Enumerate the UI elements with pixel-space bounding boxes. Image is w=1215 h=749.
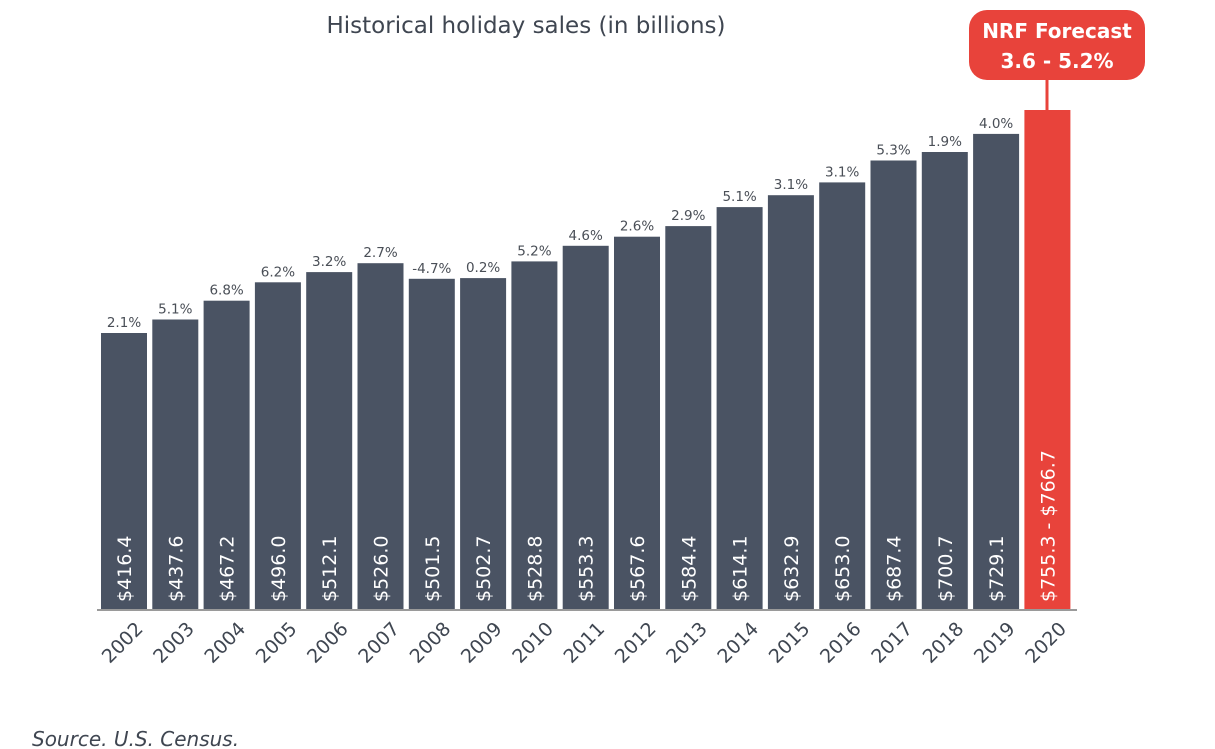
chart-title: Historical holiday sales (in billions) — [326, 13, 725, 39]
year-label-2019: 2019 — [970, 618, 1020, 668]
value-label-2020: $755.3 - $766.7 — [1037, 450, 1059, 602]
bar-2017 — [870, 160, 917, 610]
value-label-2006: $512.1 — [319, 536, 341, 602]
year-label-2018: 2018 — [919, 618, 969, 668]
year-label-2004: 2004 — [200, 618, 250, 668]
year-label-2006: 2006 — [303, 618, 353, 668]
year-label-2020: 2020 — [1021, 618, 1071, 668]
value-label-2005: $496.0 — [268, 536, 290, 602]
growth-label-2008: -4.7% — [412, 261, 451, 277]
bar-2019 — [973, 133, 1020, 610]
year-label-2016: 2016 — [816, 618, 866, 668]
year-label-2011: 2011 — [559, 618, 609, 668]
growth-label-2014: 5.1% — [722, 189, 756, 205]
value-label-2010: $528.8 — [524, 536, 546, 602]
growth-label-2019: 4.0% — [979, 116, 1013, 132]
value-label-2016: $653.0 — [832, 536, 854, 602]
forecast-callout: NRF Forecast 3.6 - 5.2% — [969, 10, 1145, 110]
growth-label-2005: 6.2% — [261, 264, 295, 280]
value-label-2002: $416.4 — [114, 536, 136, 602]
bar-2008 — [408, 278, 455, 610]
growth-label-2013: 2.9% — [671, 208, 705, 224]
growth-labels-group: 2.1% 5.1% 6.8% 6.2% 3.2% 2.7% -4.7% 0.2% 5.2% 4.6… — [107, 116, 1014, 331]
callout-range: 3.6 - 5.2% — [1000, 49, 1113, 73]
value-label-2011: $553.3 — [576, 536, 598, 602]
value-label-2003: $437.6 — [165, 536, 187, 602]
value-label-2019: $729.1 — [986, 536, 1008, 602]
year-label-2009: 2009 — [457, 618, 507, 668]
growth-label-2010: 5.2% — [517, 243, 551, 259]
bar-2006 — [306, 272, 353, 610]
value-label-2014: $614.1 — [730, 536, 752, 602]
bar-2018 — [921, 152, 968, 610]
bar-2005 — [254, 282, 301, 610]
callout-title: NRF Forecast — [982, 19, 1132, 43]
value-label-2012: $567.6 — [627, 536, 649, 602]
growth-label-2012: 2.6% — [620, 219, 654, 235]
year-label-2017: 2017 — [867, 618, 917, 668]
year-label-2003: 2003 — [149, 618, 199, 668]
growth-label-2007: 2.7% — [363, 245, 397, 261]
value-label-2018: $700.7 — [935, 536, 957, 602]
growth-label-2017: 5.3% — [876, 143, 910, 159]
growth-label-2018: 1.9% — [928, 134, 962, 150]
source-note: Source. U.S. Census. — [32, 727, 239, 749]
bar-2010 — [511, 261, 558, 610]
bar-2012 — [614, 236, 660, 610]
growth-label-2002: 2.1% — [107, 315, 141, 331]
year-labels-group: 2002 2003 2004 2005 2006 2007 2008 2009 2010 2011… — [98, 618, 1071, 668]
year-label-2010: 2010 — [508, 618, 558, 668]
bar-2009 — [460, 278, 507, 610]
bar-2020 — [1024, 110, 1071, 610]
growth-label-2006: 3.2% — [312, 254, 346, 270]
bars-group — [101, 110, 1071, 611]
bar-2002 — [101, 333, 147, 610]
year-label-2007: 2007 — [354, 618, 404, 668]
value-label-2013: $584.4 — [678, 536, 700, 602]
growth-label-2016: 3.1% — [825, 164, 859, 180]
year-label-2015: 2015 — [765, 618, 815, 668]
bar-2013 — [665, 226, 712, 610]
growth-label-2011: 4.6% — [569, 228, 603, 244]
bar-2003 — [152, 319, 199, 610]
growth-label-2004: 6.8% — [209, 283, 243, 299]
value-label-2007: $526.0 — [371, 536, 393, 602]
bar-2011 — [562, 245, 609, 611]
year-label-2005: 2005 — [252, 618, 302, 668]
bar-2004 — [203, 300, 250, 610]
year-label-2002: 2002 — [98, 618, 148, 668]
bar-2014 — [716, 207, 763, 610]
bar-2007 — [357, 263, 404, 610]
bar-2015 — [767, 195, 814, 610]
year-label-2008: 2008 — [406, 618, 456, 668]
value-label-2008: $501.5 — [422, 536, 444, 602]
growth-label-2009: 0.2% — [466, 260, 500, 276]
year-label-2013: 2013 — [662, 618, 712, 668]
year-label-2012: 2012 — [611, 618, 661, 668]
growth-label-2015: 3.1% — [774, 177, 808, 193]
value-label-2017: $687.4 — [884, 536, 906, 602]
value-labels-group: $416.4 $437.6 $467.2 $496.0 $512.1 $526.0 $501… — [114, 450, 1059, 602]
bar-2016 — [819, 182, 866, 610]
value-label-2009: $502.7 — [473, 536, 495, 602]
year-label-2014: 2014 — [713, 618, 763, 668]
growth-label-2003: 5.1% — [158, 302, 192, 318]
callout-box — [969, 10, 1145, 80]
value-label-2004: $467.2 — [217, 536, 239, 602]
value-label-2015: $632.9 — [781, 536, 803, 602]
